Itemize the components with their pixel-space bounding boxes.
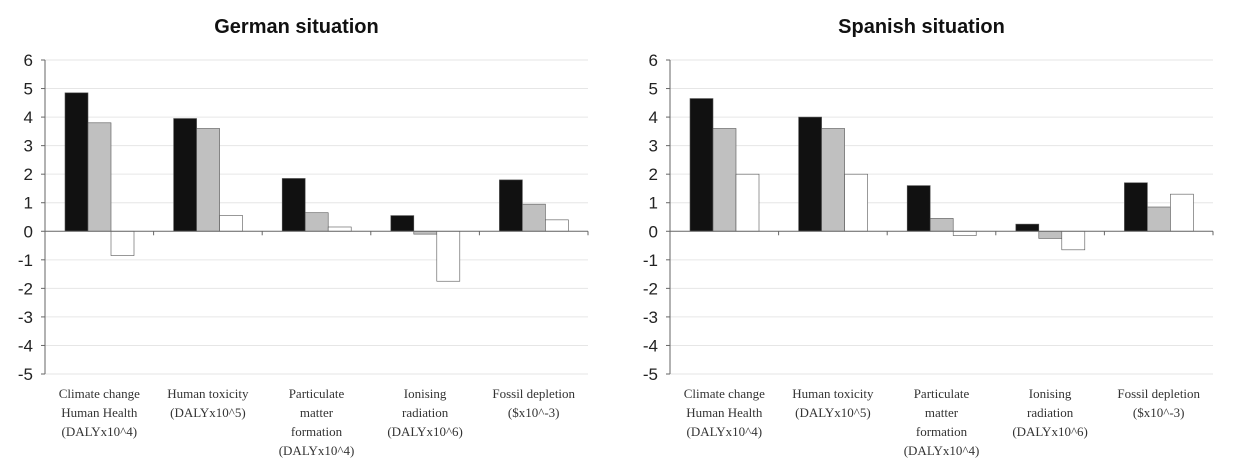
bar <box>390 215 415 232</box>
y-tick-label: -1 <box>18 251 33 270</box>
bar <box>929 218 954 232</box>
y-tick-label: 6 <box>649 51 658 70</box>
bar <box>219 215 243 232</box>
bar <box>844 173 868 232</box>
x-category-label-line: Fossil depletion <box>1117 386 1200 401</box>
x-category-label-line: (DALYx10^5) <box>170 405 246 420</box>
x-category-label-line: (DALYx10^4) <box>62 424 138 439</box>
x-category-label-line: Human toxicity <box>167 386 249 401</box>
x-category-label-line: Climate change <box>684 386 765 401</box>
x-category-label-line: ($x10^-3) <box>508 405 560 420</box>
y-tick-label: 4 <box>649 108 658 127</box>
x-category-label-line: Ionising <box>1029 386 1072 401</box>
x-category-label-line: radiation <box>1027 405 1074 420</box>
bar <box>1061 230 1086 251</box>
bar <box>196 128 220 232</box>
y-tick-label: -5 <box>643 365 658 384</box>
y-tick-label: 1 <box>24 194 33 213</box>
bar <box>281 178 306 232</box>
y-tick-label: 2 <box>24 165 33 184</box>
bar <box>712 128 737 232</box>
bar <box>689 98 714 232</box>
x-category-label-line: Human Health <box>686 405 763 420</box>
x-category-label: Climate change Human Health (DALYx10^4) <box>684 386 765 439</box>
bar <box>1015 223 1040 232</box>
y-tick-label: 4 <box>24 108 33 127</box>
bar <box>436 230 461 282</box>
x-category-label-line: Particulate <box>914 386 970 401</box>
bar <box>735 173 760 232</box>
x-category-label-line: (DALYx10^4) <box>687 424 763 439</box>
bar <box>906 185 931 232</box>
y-tick-label: 1 <box>649 194 658 213</box>
x-category-label-line: Human Health <box>61 405 138 420</box>
x-category-label-line: Human toxicity <box>792 386 874 401</box>
bar <box>110 230 135 256</box>
x-category-label-line: (DALYx10^6) <box>387 424 463 439</box>
y-tick-label: 2 <box>649 165 658 184</box>
x-category-label-line: Climate change <box>59 386 140 401</box>
bar <box>1147 206 1171 232</box>
x-category-label-line: ($x10^-3) <box>1133 405 1185 420</box>
x-category-label-line: formation <box>291 424 343 439</box>
x-category-label-line: (DALYx10^6) <box>1012 424 1088 439</box>
x-category-label: Ionising radiation (DALYx10^6) <box>1012 386 1088 439</box>
bar <box>499 179 523 232</box>
x-category-label: Human toxicity (DALYx10^5) <box>792 386 874 420</box>
bar <box>798 116 822 232</box>
y-tick-label: -2 <box>643 279 658 298</box>
y-tick-label: -4 <box>643 336 658 355</box>
x-category-label-line: matter <box>300 405 334 420</box>
bar <box>545 219 569 232</box>
x-category-label: Fossil depletion ($x10^-3) <box>1117 386 1200 420</box>
bar <box>64 92 89 232</box>
y-tick-label: 3 <box>24 137 33 156</box>
y-tick-label: -3 <box>18 308 33 327</box>
bar <box>1124 182 1148 232</box>
x-category-label-line: (DALYx10^4) <box>904 443 980 458</box>
bar <box>952 230 977 236</box>
chart-title: Spanish situation <box>838 16 1005 38</box>
y-tick-label: 0 <box>24 222 33 241</box>
y-tick-label: 6 <box>24 51 33 70</box>
y-tick-label: -4 <box>18 336 33 355</box>
y-tick-label: 5 <box>24 80 33 99</box>
bar <box>1038 230 1063 239</box>
y-tick-label: 3 <box>649 137 658 156</box>
x-category-label-line: matter <box>925 405 959 420</box>
bar <box>173 118 197 232</box>
y-tick-label: -1 <box>643 251 658 270</box>
x-category-label-line: (DALYx10^4) <box>279 443 355 458</box>
x-category-label: Human toxicity (DALYx10^5) <box>167 386 249 420</box>
x-category-label-line: Fossil depletion <box>492 386 575 401</box>
x-category-label-line: Ionising <box>404 386 447 401</box>
x-category-label: Ionising radiation (DALYx10^6) <box>387 386 463 439</box>
y-tick-label: -2 <box>18 279 33 298</box>
spanish-chart: Spanish situation 6 5 4 3 2 1 0 -1 -2 -3 -4 -5 Climat… <box>643 16 1214 458</box>
y-tick-label: -3 <box>643 308 658 327</box>
german-chart: German situation 6 5 4 3 2 1 0 -1 -2 -3 -4 -5 Climate… <box>18 16 589 458</box>
x-category-label-line: formation <box>916 424 968 439</box>
bar <box>87 122 112 232</box>
x-category-label: Particulate matter formation (DALYx10^4) <box>904 386 980 458</box>
chart-title: German situation <box>214 16 378 38</box>
x-category-label: Fossil depletion ($x10^-3) <box>492 386 575 420</box>
bar <box>327 226 352 232</box>
x-category-label: Particulate matter formation (DALYx10^4) <box>279 386 355 458</box>
y-tick-label: 5 <box>649 80 658 99</box>
bar <box>304 212 329 232</box>
x-category-label-line: (DALYx10^5) <box>795 405 871 420</box>
x-category-label: Climate change Human Health (DALYx10^4) <box>59 386 140 439</box>
bar <box>821 128 845 232</box>
y-tick-label: -5 <box>18 365 33 384</box>
x-category-label-line: radiation <box>402 405 449 420</box>
bar <box>1170 193 1194 232</box>
bar <box>522 203 546 232</box>
x-category-label-line: Particulate <box>289 386 345 401</box>
y-tick-label: 0 <box>649 222 658 241</box>
